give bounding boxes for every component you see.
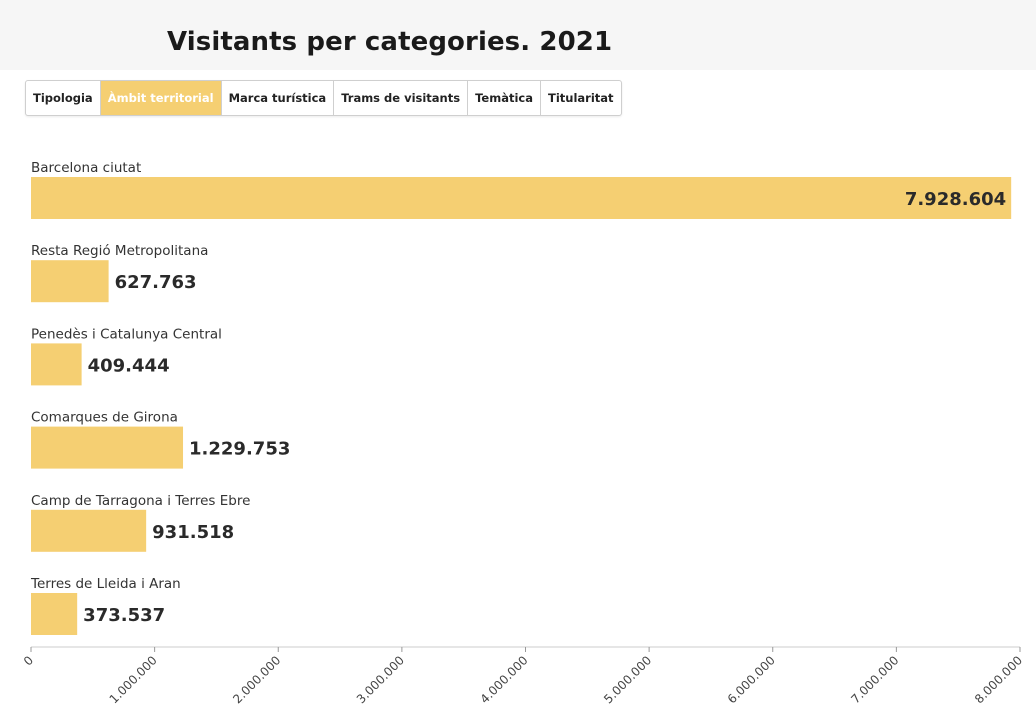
x-tick-label: 5.000.000 bbox=[601, 653, 654, 706]
category-label: Comarques de Girona bbox=[31, 410, 178, 426]
bar bbox=[31, 343, 82, 386]
chart-title: Visitants per categories. 2021 bbox=[167, 27, 613, 57]
x-tick-label: 4.000.000 bbox=[478, 653, 531, 706]
value-label: 627.763 bbox=[115, 272, 197, 293]
value-label: 7.928.604 bbox=[905, 189, 1006, 210]
tab-tipologia[interactable]: Tipologia bbox=[33, 91, 93, 105]
x-tick-label: 8.000.000 bbox=[972, 653, 1025, 706]
x-tick-label: 7.000.000 bbox=[848, 653, 901, 706]
x-tick-label: 3.000.000 bbox=[354, 653, 407, 706]
x-tick-label: 1.000.000 bbox=[107, 653, 160, 706]
category-label: Camp de Tarragona i Terres Ebre bbox=[31, 493, 250, 509]
category-label: Barcelona ciutat bbox=[31, 160, 141, 176]
value-label: 409.444 bbox=[88, 355, 170, 376]
value-label: 1.229.753 bbox=[189, 439, 290, 460]
tab-tematica[interactable]: Temàtica bbox=[467, 81, 540, 115]
bar bbox=[31, 509, 147, 552]
tab-marca-turistica[interactable]: Marca turística bbox=[220, 81, 334, 115]
category-tabs: Tipologia Àmbit territorial Marca turíst… bbox=[25, 80, 622, 116]
bar bbox=[31, 426, 184, 469]
bar bbox=[31, 593, 78, 635]
tab-trams-de-visitants[interactable]: Trams de visitants bbox=[333, 81, 467, 115]
value-label: 373.537 bbox=[83, 605, 165, 626]
category-label: Terres de Lleida i Aran bbox=[30, 576, 181, 592]
category-label: Resta Regió Metropolitana bbox=[31, 243, 208, 259]
tab-titularitat[interactable]: Titularitat bbox=[539, 81, 621, 115]
x-tick-label: 2.000.000 bbox=[230, 653, 283, 706]
bar bbox=[31, 177, 1012, 219]
x-tick-label: 6.000.000 bbox=[725, 653, 778, 706]
title-band bbox=[0, 0, 1036, 70]
category-label: Penedès i Catalunya Central bbox=[31, 326, 222, 342]
value-label: 931.518 bbox=[152, 522, 234, 543]
bar bbox=[31, 260, 109, 303]
x-tick-label: 0 bbox=[21, 653, 36, 668]
tab-ambit-territorial[interactable]: Àmbit territorial bbox=[99, 81, 221, 115]
